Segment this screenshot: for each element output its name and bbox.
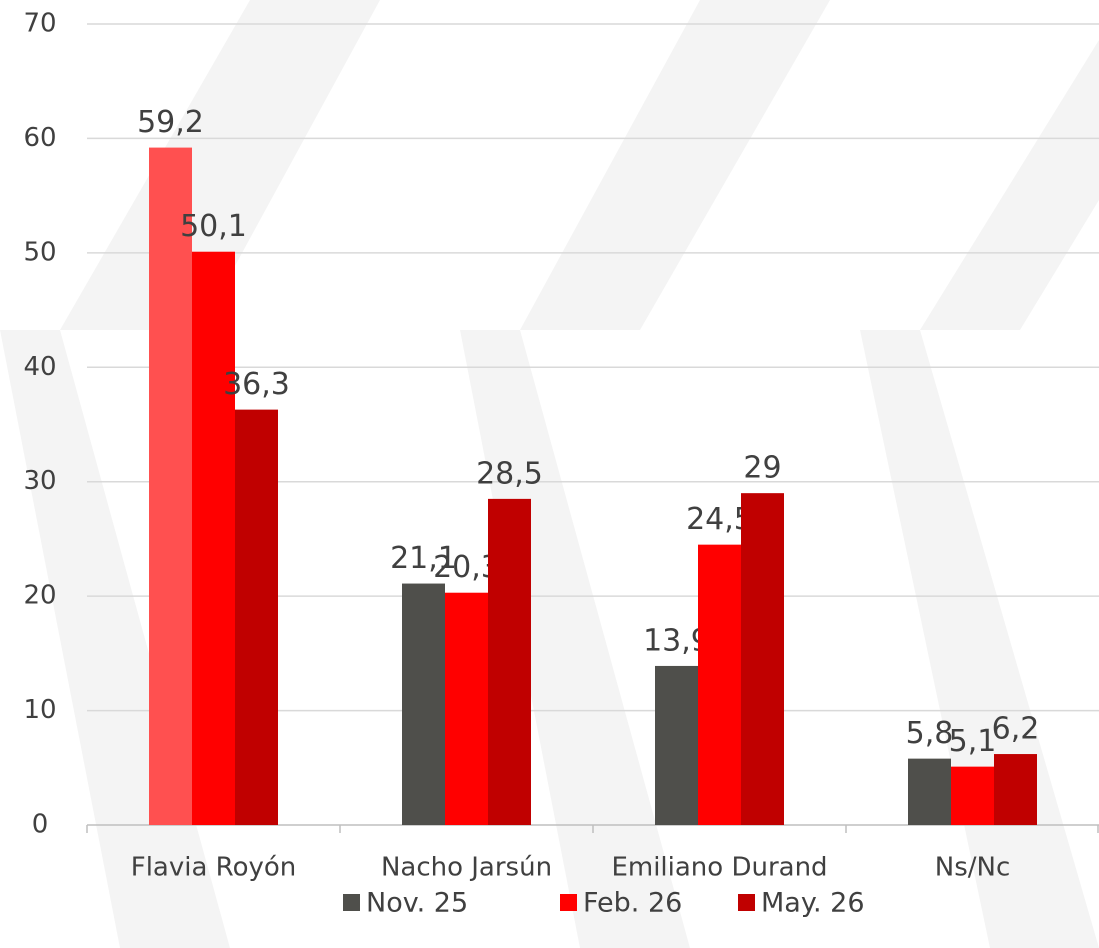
y-tick-label: 70 xyxy=(23,9,56,39)
y-tick-label: 20 xyxy=(23,581,56,611)
bar xyxy=(908,758,951,825)
y-tick-label: 40 xyxy=(23,352,56,382)
data-label: 5,8 xyxy=(906,716,954,751)
x-tick-label: Emiliano Durand xyxy=(611,853,827,883)
bar xyxy=(951,766,994,825)
y-tick-label: 10 xyxy=(23,695,56,725)
x-tick-label: Flavia Royón xyxy=(131,853,297,883)
bar xyxy=(192,251,235,825)
data-label: 50,1 xyxy=(180,209,247,244)
legend-label: May. 26 xyxy=(761,888,865,919)
bar xyxy=(655,665,698,825)
legend-swatch xyxy=(560,894,577,911)
bar xyxy=(149,147,192,825)
bar xyxy=(698,544,741,825)
x-tick-label: Nacho Jarsún xyxy=(381,853,552,883)
legend-swatch xyxy=(738,894,755,911)
data-label: 5,1 xyxy=(949,724,997,759)
legend-label: Nov. 25 xyxy=(366,888,468,919)
bar xyxy=(402,583,445,825)
bar xyxy=(741,493,784,825)
data-label: 28,5 xyxy=(476,456,543,491)
legend-label: Feb. 26 xyxy=(583,888,682,919)
bar xyxy=(235,409,278,825)
bar xyxy=(445,592,488,825)
bar xyxy=(488,498,531,825)
data-label: 29 xyxy=(743,451,781,486)
y-tick-label: 50 xyxy=(23,237,56,267)
bar xyxy=(994,754,1037,825)
legend-swatch xyxy=(343,894,360,911)
data-label: 59,2 xyxy=(137,105,204,140)
data-label: 6,2 xyxy=(992,712,1040,747)
data-label: 21,1 xyxy=(390,541,457,576)
x-tick-label: Ns/Nc xyxy=(935,853,1011,883)
data-label: 36,3 xyxy=(223,367,290,402)
y-tick-label: 0 xyxy=(32,810,49,840)
y-tick-label: 60 xyxy=(23,123,56,153)
y-tick-label: 30 xyxy=(23,466,56,496)
